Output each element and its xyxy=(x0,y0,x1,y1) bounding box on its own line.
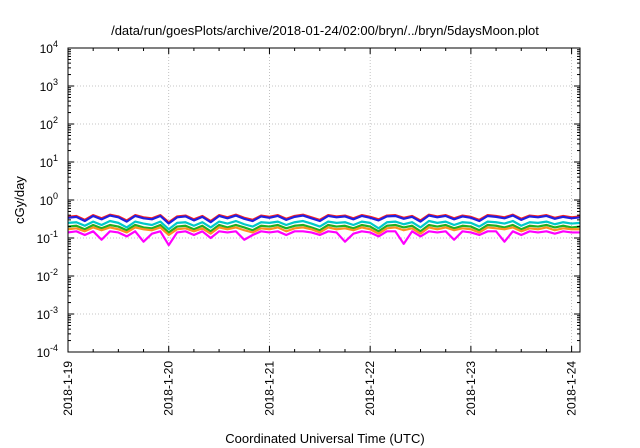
y-tick-label: 101 xyxy=(40,153,58,170)
series-line-4 xyxy=(67,223,581,234)
series-line-6 xyxy=(67,230,580,247)
chart-title: /data/run/goesPlots/archive/2018-01-24/0… xyxy=(111,23,539,38)
y-tick-label: 104 xyxy=(40,39,58,56)
y-tick-label: 10-2 xyxy=(37,267,58,284)
series-line-2 xyxy=(67,214,581,225)
series-line-5 xyxy=(67,226,580,237)
series-group xyxy=(67,213,581,247)
x-axis-label: Coordinated Universal Time (UTC) xyxy=(225,431,424,446)
y-tick-label: 102 xyxy=(40,115,58,132)
x-tick-label: 2018-1-21 xyxy=(262,361,276,416)
x-tick-label: 2018-1-22 xyxy=(363,361,377,416)
y-tick-label: 10-4 xyxy=(37,343,58,360)
y-tick-label: 103 xyxy=(40,77,58,94)
grid xyxy=(68,48,580,352)
x-tick-label: 2018-1-19 xyxy=(61,361,75,416)
series-line-3 xyxy=(67,219,581,231)
y-axis-label: cGy/day xyxy=(12,176,27,224)
x-tick-label: 2018-1-24 xyxy=(565,361,579,416)
x-axis: 2018-1-19 2018-1-20 2018-1-21 2018-1-22 2018… xyxy=(61,48,579,416)
y-axis: 10-4 10-3 10-2 10-1 100 101 102 103 104 xyxy=(37,39,580,360)
y-tick-label: 100 xyxy=(40,191,58,208)
y-tick-label: 10-1 xyxy=(37,229,58,246)
x-tick-label: 2018-1-23 xyxy=(464,361,478,416)
y-tick-label: 10-3 xyxy=(37,305,58,322)
x-tick-label: 2018-1-20 xyxy=(162,361,176,416)
